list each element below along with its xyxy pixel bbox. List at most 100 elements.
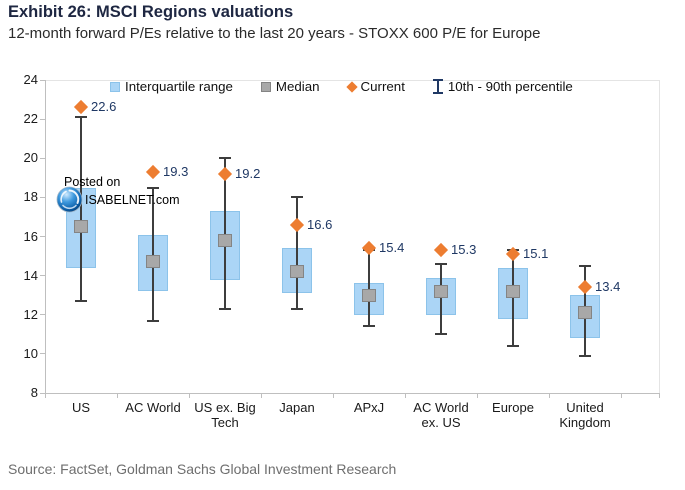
current-diamond-us — [73, 100, 89, 115]
isabelnet-logo-icon — [56, 186, 83, 213]
current-value-label-japan: 16.6 — [307, 216, 333, 232]
exhibit-subtitle: 12-month forward P/Es relative to the la… — [8, 25, 541, 42]
current-value-label-apxj: 15.4 — [379, 240, 405, 256]
legend-label: Interquartile range — [125, 79, 233, 94]
y-axis-tick — [40, 314, 45, 316]
y-axis-tick-label: 8 — [30, 385, 38, 400]
whisker-cap-bottom-ac-world — [147, 319, 159, 322]
current-diamond-ac-world-ex-us — [433, 243, 449, 258]
percentile-error-bar-legend-icon — [432, 79, 443, 94]
x-axis-tick — [477, 393, 478, 398]
x-axis-tick — [189, 393, 190, 398]
y-axis-tick — [40, 157, 45, 159]
top-gridline — [45, 80, 660, 81]
y-axis-tick-label: 10 — [23, 345, 38, 361]
median-marker-ac-world — [146, 255, 160, 269]
category-label-united-kingdom: United Kingdom — [559, 400, 611, 430]
legend-label: 10th - 90th percentile — [447, 79, 573, 94]
legend-item-percentile: 10th - 90th percentile — [432, 79, 573, 94]
y-axis-line — [45, 80, 46, 394]
y-axis-tick-label: 24 — [23, 72, 38, 87]
chart-legend: Interquartile range Median Current 10th … — [110, 79, 573, 94]
current-value-label-us-ex-big-tech: 19.2 — [235, 165, 261, 181]
legend-item-interquartile-range: Interquartile range — [110, 79, 233, 94]
x-axis-tick — [621, 393, 622, 398]
whisker-line-japan — [296, 197, 298, 309]
whisker-line-ac-world-ex-us — [440, 263, 442, 335]
whisker-line-us-ex-big-tech — [224, 158, 226, 309]
y-axis-tick-label: 16 — [23, 228, 38, 244]
y-axis-tick-label: 18 — [23, 189, 38, 205]
y-axis-tick — [40, 196, 45, 198]
y-axis-tick — [40, 275, 45, 277]
x-axis-tick — [405, 393, 406, 398]
x-axis-tick — [261, 393, 262, 398]
category-label-us: US — [71, 400, 91, 415]
watermark-isabelnet: ISABELNET.com — [85, 192, 180, 207]
y-axis-tick — [40, 353, 45, 355]
exhibit-title: Exhibit 26: MSCI Regions valuations — [8, 3, 294, 21]
watermark: Posted on ISABELNET.com — [56, 175, 179, 213]
median-marker-apxj — [362, 288, 376, 302]
current-diamond-apxj — [361, 241, 377, 256]
category-label-japan: Japan — [279, 400, 315, 415]
legend-item-median: Median — [260, 79, 320, 94]
median-legend-icon — [260, 81, 271, 92]
category-label-us-ex-big-tech: US ex. Big Tech — [194, 400, 256, 430]
whisker-cap-bottom-japan — [291, 307, 303, 310]
whisker-cap-bottom-europe — [507, 345, 519, 348]
median-marker-japan — [290, 265, 304, 279]
median-marker-united-kingdom — [578, 306, 592, 320]
whisker-line-ac-world — [152, 187, 154, 321]
x-axis-tick — [549, 393, 550, 398]
y-axis-tick — [40, 79, 45, 81]
category-label-ac-world-ex-us: AC World ex. US — [413, 400, 469, 430]
median-marker-europe — [506, 284, 520, 298]
whisker-cap-top-japan — [291, 196, 303, 199]
x-axis-line — [45, 393, 660, 394]
current-legend-icon — [345, 80, 358, 93]
current-value-label-europe: 15.1 — [523, 246, 549, 262]
whisker-cap-top-ac-world — [147, 186, 159, 189]
legend-item-current: Current — [345, 79, 405, 94]
right-plot-border — [659, 80, 660, 393]
x-axis-tick — [45, 393, 46, 398]
y-axis-tick — [40, 392, 45, 394]
whisker-cap-bottom-ac-world-ex-us — [435, 333, 447, 336]
y-axis-tick-label: 20 — [23, 150, 38, 166]
y-axis-tick — [40, 118, 45, 120]
x-axis-tick — [333, 393, 334, 398]
x-axis-tick — [117, 393, 118, 398]
whisker-line-us — [80, 117, 82, 302]
whisker-cap-bottom-us-ex-big-tech — [219, 307, 231, 310]
category-label-apxj: APxJ — [353, 400, 385, 415]
watermark-posted-on: Posted on — [64, 175, 121, 189]
whisker-cap-bottom-united-kingdom — [579, 354, 591, 357]
median-marker-us-ex-big-tech — [218, 233, 232, 247]
current-value-label-united-kingdom: 13.4 — [595, 279, 621, 295]
legend-label: Current — [360, 79, 405, 94]
current-diamond-us-ex-big-tech — [217, 166, 233, 181]
x-axis-tick — [659, 393, 660, 398]
whisker-cap-bottom-apxj — [363, 325, 375, 328]
median-marker-ac-world-ex-us — [434, 284, 448, 298]
current-value-label-ac-world: 19.3 — [163, 163, 189, 179]
whisker-cap-top-ac-world-ex-us — [435, 262, 447, 265]
whisker-cap-top-us-ex-big-tech — [219, 157, 231, 160]
current-diamond-united-kingdom — [577, 280, 593, 295]
current-value-label-us: 22.6 — [91, 99, 117, 115]
current-diamond-japan — [289, 217, 305, 232]
median-marker-us — [74, 220, 88, 234]
whisker-cap-top-united-kingdom — [579, 264, 591, 267]
interquartile-range-legend-icon — [110, 81, 120, 92]
category-label-ac-world: AC World — [125, 400, 181, 415]
category-label-europe: Europe — [492, 400, 534, 415]
y-axis-tick-label: 14 — [23, 267, 38, 283]
whisker-cap-bottom-us — [75, 300, 87, 303]
current-value-label-ac-world-ex-us: 15.3 — [451, 242, 477, 258]
source-note: Source: FactSet, Goldman Sachs Global In… — [8, 461, 397, 477]
y-axis-tick — [40, 236, 45, 237]
whisker-line-apxj — [368, 250, 370, 327]
